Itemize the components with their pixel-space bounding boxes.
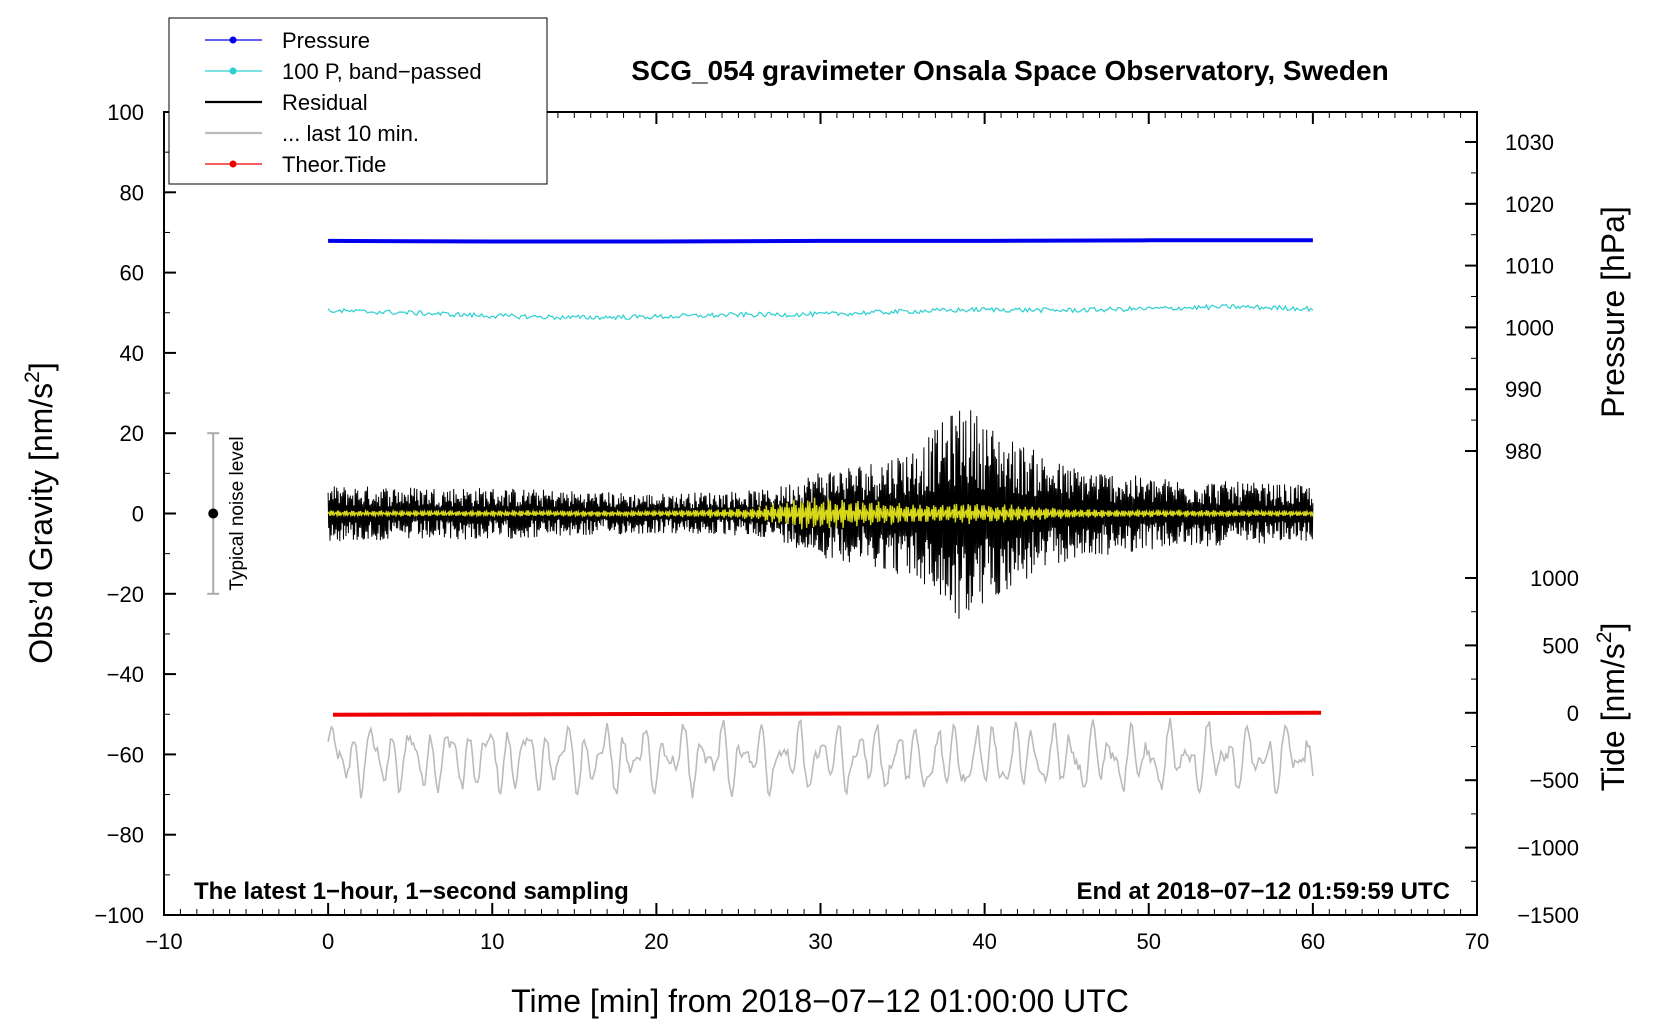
x-axis-title: Time [min] from 2018−07−12 01:00:00 UTC <box>511 983 1129 1019</box>
legend: Pressure 100 P, band−passed Residual ... la… <box>168 17 548 185</box>
tide-tick-label: 1000 <box>1530 566 1579 591</box>
tide-axis-ticks: 1000 500 0 −500 −1000 −1500 <box>1465 566 1579 928</box>
series-band-passed-pressure <box>327 303 1314 321</box>
y-tick-label: −60 <box>107 742 144 767</box>
x-tick-label: 40 <box>972 929 996 954</box>
tide-tick-label: 500 <box>1542 633 1579 658</box>
pressure-axis-title: Pressure [hPa] <box>1595 206 1631 418</box>
annotation-end-time: End at 2018−07−12 01:59:59 UTC <box>1076 878 1450 905</box>
y-tick-label: −80 <box>107 823 144 848</box>
pressure-tick-label: 1030 <box>1505 130 1554 155</box>
pressure-tick-label: 1010 <box>1505 254 1554 279</box>
y-axis-title: Obs’d Gravity [nm/s2] <box>21 362 59 664</box>
legend-label: Pressure <box>282 28 370 53</box>
x-axis-ticks: −10 0 10 20 30 40 50 60 70 <box>145 112 1489 954</box>
legend-label: 100 P, band−passed <box>282 59 482 84</box>
tide-axis-title: Tide [nm/s2] <box>1593 623 1631 792</box>
noise-label: Typical noise level <box>227 436 248 590</box>
y-tick-label: −100 <box>94 903 144 928</box>
legend-swatch-dot <box>229 160 237 168</box>
x-tick-label: 30 <box>808 929 832 954</box>
legend-entry: Pressure <box>205 28 370 53</box>
y-tick-label: 20 <box>120 421 144 446</box>
series-layer <box>327 238 1322 799</box>
series-residual <box>327 410 1314 619</box>
pressure-tick-label: 1020 <box>1505 192 1554 217</box>
pressure-axis-ticks: 1030 1020 1010 1000 990 980 <box>1465 130 1554 464</box>
legend-entry: 100 P, band−passed <box>205 59 482 84</box>
tide-tick-label: −1500 <box>1517 903 1579 928</box>
tide-tick-label: −1000 <box>1517 836 1579 861</box>
x-tick-label: 70 <box>1465 929 1489 954</box>
legend-label: ... last 10 min. <box>282 121 419 146</box>
y-tick-label: −20 <box>107 582 144 607</box>
x-tick-label: 50 <box>1137 929 1161 954</box>
legend-entry: Theor.Tide <box>205 152 386 177</box>
y-tick-label: −40 <box>107 662 144 687</box>
x-tick-label: −10 <box>145 929 182 954</box>
series-theoretical-tide <box>332 710 1322 717</box>
series-last-10-min <box>327 717 1314 799</box>
chart-title: SCG_054 gravimeter Onsala Space Observat… <box>631 55 1388 86</box>
pressure-tick-label: 1000 <box>1505 315 1554 340</box>
legend-label: Theor.Tide <box>282 152 386 177</box>
series-filtered-residual <box>327 497 1314 530</box>
y-tick-label: 80 <box>120 180 144 205</box>
series-pressure <box>328 238 1313 244</box>
y-tick-label: 40 <box>120 341 144 366</box>
noise-bar: Typical noise level <box>207 432 248 595</box>
y-axis-ticks: 100 80 60 40 20 0 −20 −40 −60 −80 −100 <box>94 100 176 928</box>
x-tick-label: 10 <box>480 929 504 954</box>
pressure-tick-label: 990 <box>1505 377 1542 402</box>
y-tick-label: 100 <box>107 100 144 125</box>
pressure-tick-label: 980 <box>1505 439 1542 464</box>
x-tick-label: 0 <box>322 929 334 954</box>
annotation-sampling: The latest 1−hour, 1−second sampling <box>194 878 629 905</box>
x-tick-label: 60 <box>1301 929 1325 954</box>
tide-tick-label: −500 <box>1529 768 1579 793</box>
y-tick-label: 0 <box>132 502 144 527</box>
legend-swatch-dot <box>229 67 237 75</box>
legend-label: Residual <box>282 90 368 115</box>
noise-bar-center-dot <box>208 508 219 519</box>
legend-entry: ... last 10 min. <box>205 121 419 146</box>
legend-swatch-dot <box>229 36 237 44</box>
tide-tick-label: 0 <box>1567 701 1579 726</box>
legend-entry: Residual <box>205 90 368 115</box>
y-tick-label: 60 <box>120 261 144 286</box>
x-tick-label: 20 <box>644 929 668 954</box>
